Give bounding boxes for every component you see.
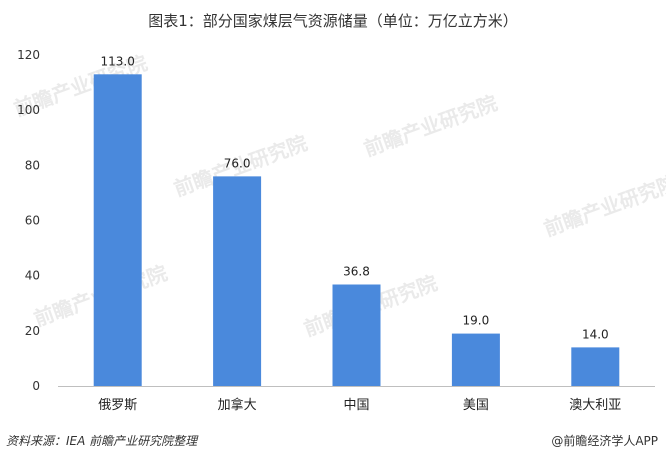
x-tick-label: 加拿大 (218, 397, 257, 413)
y-tick-label: 40 (25, 269, 40, 283)
bar (213, 176, 262, 386)
chart-title: 图表1：部分国家煤层气资源储量（单位：万亿立方米） (148, 12, 518, 30)
data-label: 113.0 (101, 54, 135, 68)
y-tick-label: 20 (25, 324, 40, 338)
bar (451, 333, 500, 386)
bar (93, 74, 142, 386)
x-tick-label: 美国 (463, 398, 489, 413)
x-tick-label: 澳大利亚 (569, 397, 621, 413)
y-tick-label: 80 (25, 158, 40, 172)
x-tick-label: 中国 (343, 398, 369, 413)
data-label: 76.0 (224, 156, 251, 170)
bar (571, 347, 620, 386)
source-text: 资料来源：IEA 前瞻产业研究院整理 (6, 434, 198, 448)
y-tick-label: 100 (17, 103, 40, 117)
y-tick-label: 0 (32, 379, 40, 393)
y-tick-label: 120 (17, 48, 40, 62)
credit-text: @前瞻经济学人APP (551, 434, 658, 448)
x-tick-label: 俄罗斯 (98, 398, 137, 413)
data-label: 14.0 (582, 327, 609, 341)
data-label: 36.8 (343, 264, 370, 278)
bar (332, 284, 381, 386)
y-tick-label: 60 (25, 214, 40, 228)
data-label: 19.0 (463, 314, 490, 328)
